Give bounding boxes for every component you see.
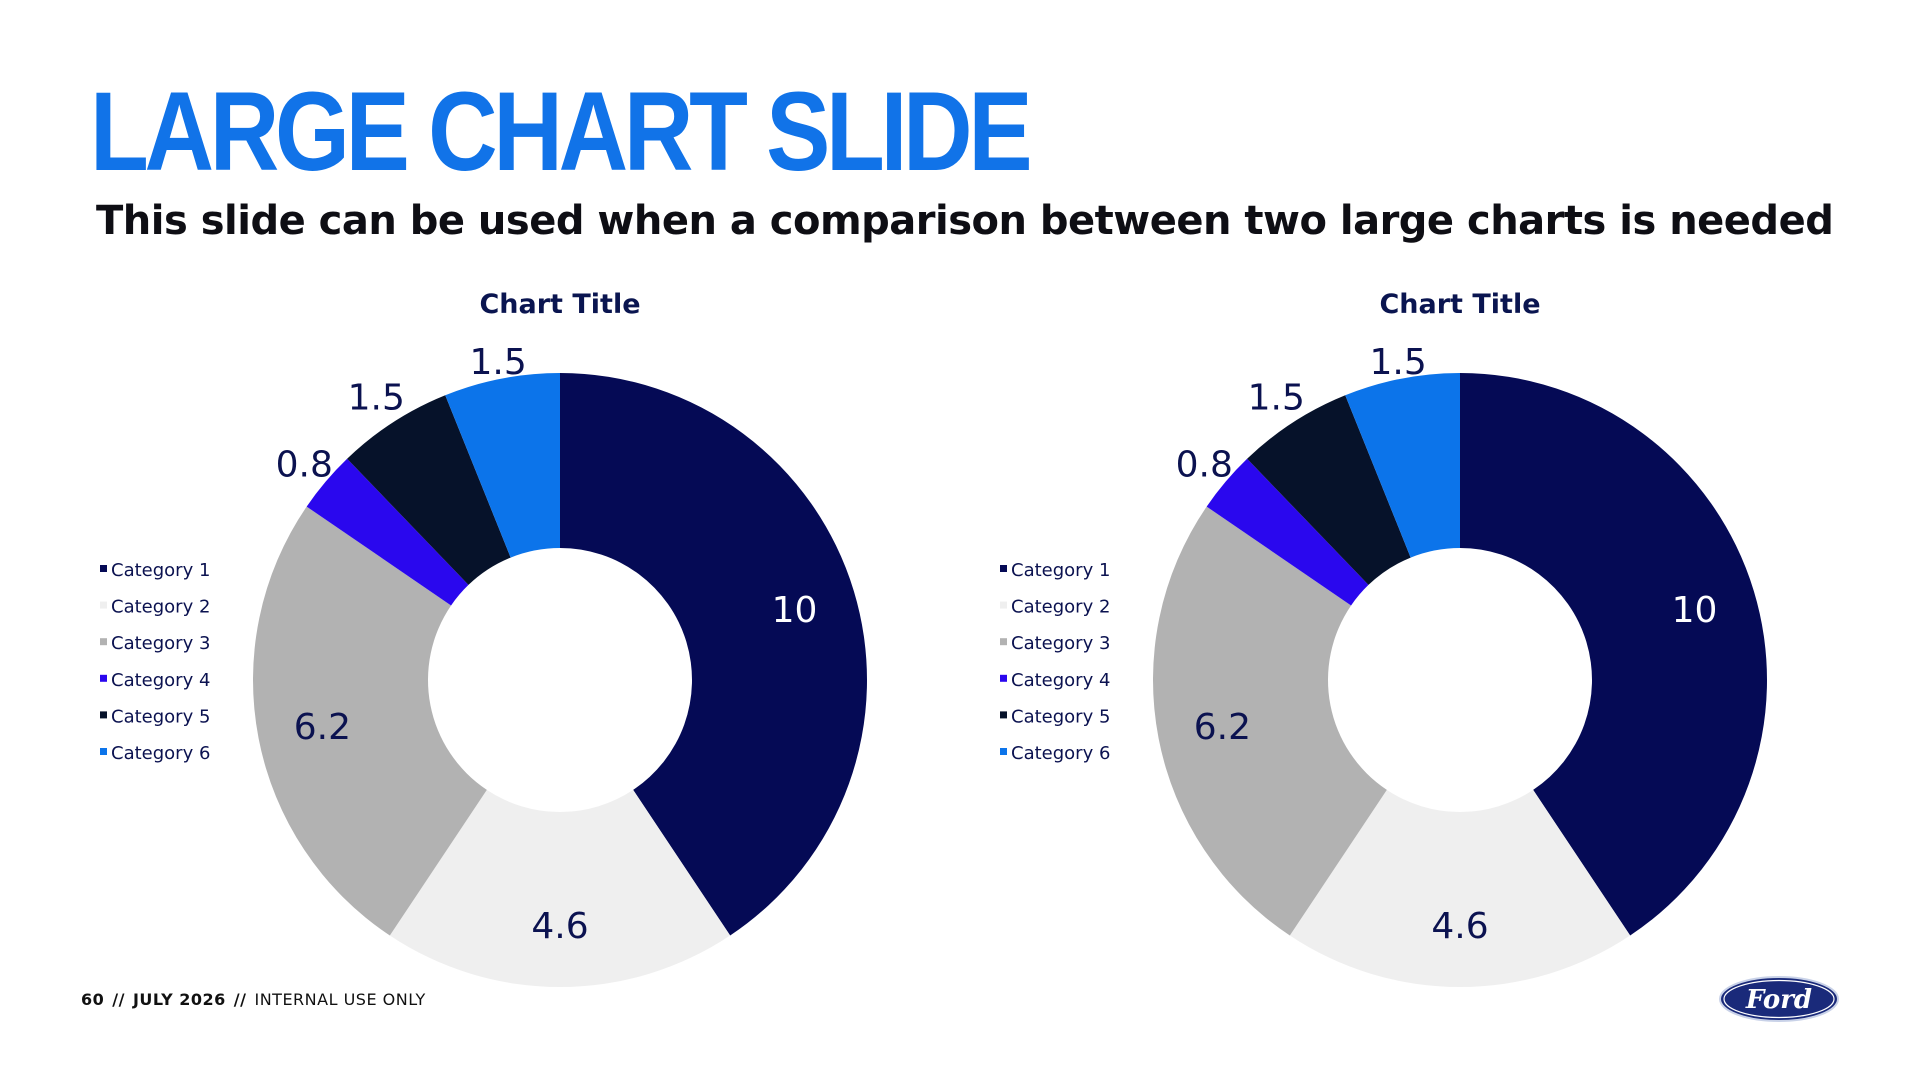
legend-item-label: Category 6 bbox=[1011, 743, 1110, 764]
slice-category-6 bbox=[445, 373, 560, 558]
chart-title: Chart Title bbox=[479, 289, 640, 320]
slice-category-2 bbox=[1289, 789, 1631, 987]
data-label: 1.5 bbox=[1369, 342, 1426, 383]
footer: 60 // JULY 2026 // INTERNAL USE ONLY bbox=[81, 990, 426, 1009]
data-label: 1.5 bbox=[348, 377, 405, 418]
legend-item-label: Category 6 bbox=[111, 743, 210, 764]
data-label: 0.8 bbox=[1176, 445, 1233, 486]
slice-category-3 bbox=[252, 506, 487, 936]
ford-logo-text: Ford bbox=[1745, 985, 1812, 1015]
data-label: 4.6 bbox=[1431, 906, 1488, 947]
legend-item-label: Category 4 bbox=[111, 670, 210, 691]
legend-swatch bbox=[1000, 711, 1007, 719]
chart-title: Chart Title bbox=[1379, 289, 1540, 320]
slice-category-4 bbox=[306, 458, 469, 606]
slice-category-6 bbox=[1345, 373, 1460, 558]
legend-item-label: Category 3 bbox=[111, 633, 210, 654]
slide-title: LARGE CHART SLIDE bbox=[90, 69, 1033, 194]
legend-swatch bbox=[100, 674, 107, 682]
legend-swatch bbox=[1000, 601, 1007, 609]
legend-swatch bbox=[1000, 748, 1007, 755]
slice-category-5 bbox=[1247, 395, 1411, 585]
legend-swatch bbox=[100, 565, 107, 572]
slide-subtitle: This slide can be used when a comparison… bbox=[96, 198, 1834, 244]
data-label: 10 bbox=[772, 590, 818, 631]
footer-separator: // bbox=[233, 990, 247, 1009]
data-label: 4.6 bbox=[531, 906, 588, 947]
footer-separator: // bbox=[112, 990, 125, 1009]
legend-item-label: Category 4 bbox=[1011, 670, 1110, 691]
donut-chart: Chart Title 10 4.6 6.2 0.8 1.5 1.5 Category 1 Ca… bbox=[1000, 289, 1767, 987]
data-label: 10 bbox=[1672, 590, 1718, 631]
legend-item-label: Category 5 bbox=[1011, 706, 1110, 727]
chart-panel-left: Chart Title 10 4.6 6.2 0.8 1.5 1.5 Category 1 Ca… bbox=[60, 270, 960, 1000]
legend-swatch bbox=[100, 601, 107, 609]
legend-item-label: Category 1 bbox=[111, 560, 210, 581]
legend-item-label: Category 2 bbox=[1011, 597, 1110, 618]
legend-swatch bbox=[1000, 674, 1007, 682]
donut-chart: Chart Title 10 4.6 6.2 0.8 1.5 1.5 Category 1 Ca… bbox=[100, 289, 867, 987]
slice-category-4 bbox=[1206, 458, 1369, 606]
legend-item-label: Category 3 bbox=[1011, 633, 1110, 654]
legend-item-label: Category 5 bbox=[111, 706, 210, 727]
chart-panel-right: Chart Title 10 4.6 6.2 0.8 1.5 1.5 Category 1 Ca… bbox=[960, 270, 1860, 1000]
ford-logo-oval bbox=[1719, 976, 1839, 1022]
footer-date: JULY 2026 bbox=[132, 990, 226, 1009]
ford-logo: Ford bbox=[1719, 976, 1839, 1022]
data-label: 1.5 bbox=[469, 342, 526, 383]
ford-logo-inner-ring bbox=[1723, 979, 1835, 1019]
footer-classification: INTERNAL USE ONLY bbox=[254, 990, 426, 1009]
slice-category-1 bbox=[560, 373, 867, 936]
legend-swatch bbox=[100, 748, 107, 755]
legend-swatch bbox=[100, 638, 107, 646]
data-label: 6.2 bbox=[1194, 707, 1251, 748]
legend-swatch bbox=[1000, 565, 1007, 572]
slice-category-5 bbox=[347, 395, 511, 585]
slice-category-2 bbox=[389, 789, 731, 987]
page-number: 60 bbox=[81, 990, 105, 1009]
data-label: 0.8 bbox=[276, 445, 333, 486]
data-label: 1.5 bbox=[1248, 377, 1305, 418]
legend-item-label: Category 1 bbox=[1011, 560, 1110, 581]
data-label: 6.2 bbox=[294, 707, 351, 748]
legend-item-label: Category 2 bbox=[111, 597, 210, 618]
slice-category-3 bbox=[1153, 506, 1387, 936]
legend-swatch bbox=[100, 711, 107, 719]
legend-swatch bbox=[1000, 638, 1007, 646]
slice-category-1 bbox=[1460, 373, 1767, 936]
